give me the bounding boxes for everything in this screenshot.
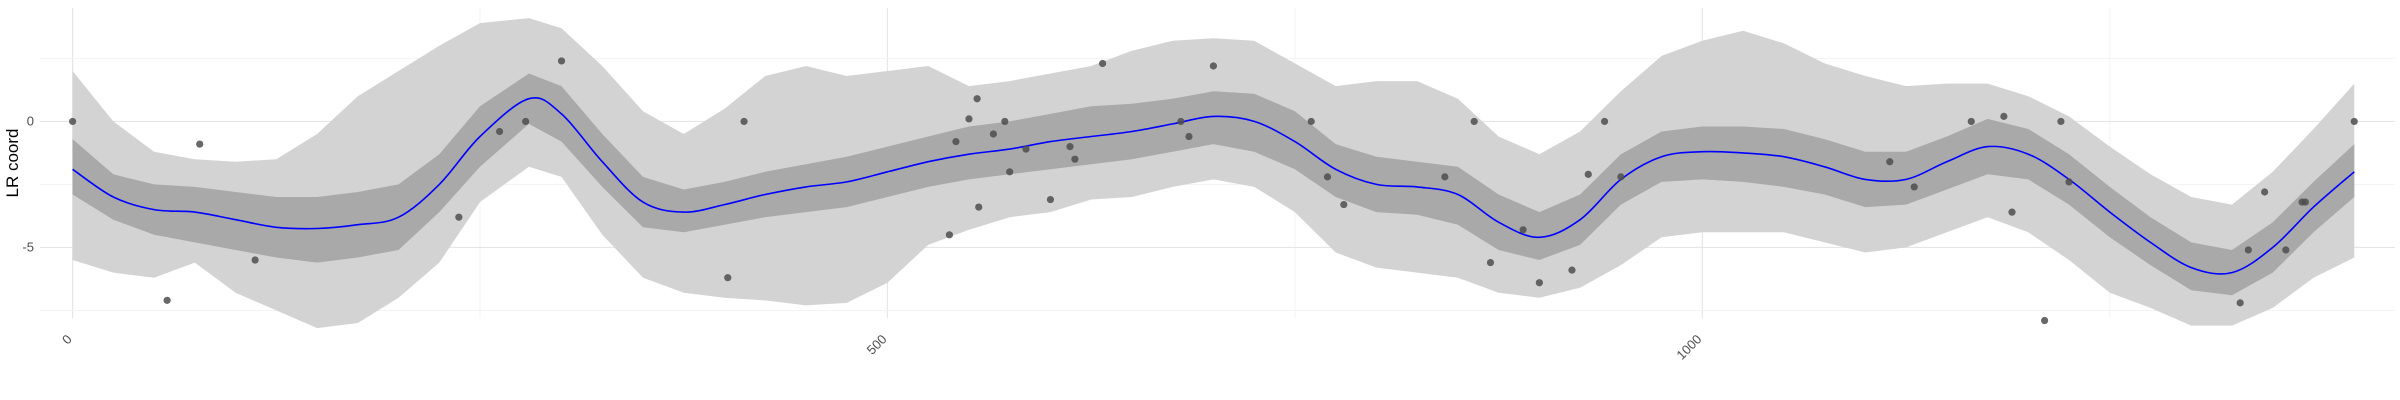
data-point <box>1600 117 1609 126</box>
fitted-line-layer <box>72 97 2355 275</box>
data-point <box>196 140 204 148</box>
data-point <box>1071 155 1079 163</box>
x-tick-label: 1000 <box>1673 332 1704 363</box>
confidence-bands <box>72 18 2355 329</box>
data-point <box>68 117 77 126</box>
data-point <box>965 115 973 123</box>
data-point <box>945 231 954 239</box>
data-point <box>251 256 259 264</box>
x-tick-label: 500 <box>864 332 890 358</box>
data-point <box>989 130 998 138</box>
data-point <box>1323 173 1332 181</box>
data-point <box>724 274 732 282</box>
data-point <box>1001 117 1009 126</box>
data-point <box>1617 173 1625 181</box>
data-point <box>2008 208 2016 216</box>
inner-confidence-band <box>72 73 2355 296</box>
data-point <box>522 117 530 126</box>
data-point <box>740 117 748 126</box>
data-point <box>1099 59 1107 68</box>
data-point <box>1568 266 1576 274</box>
data-point <box>1967 117 1975 126</box>
data-point <box>2057 117 2065 126</box>
data-point <box>1006 168 1014 176</box>
y-tick-label: -5 <box>22 239 34 254</box>
data-point <box>975 203 983 211</box>
outer-confidence-band <box>72 18 2355 329</box>
data-point <box>2282 246 2290 254</box>
data-point <box>2244 246 2252 254</box>
data-point <box>1910 183 1918 191</box>
data-point <box>163 296 171 304</box>
data-point <box>1209 62 1218 70</box>
x-tick-label: 0 <box>59 332 75 348</box>
data-point <box>952 137 960 146</box>
data-point <box>557 57 566 65</box>
data-point <box>2236 299 2244 307</box>
data-point <box>1066 143 1074 151</box>
data-point <box>1340 200 1348 209</box>
data-point <box>1535 279 1543 287</box>
data-point <box>1177 117 1185 126</box>
data-point <box>1519 226 1527 234</box>
data-point <box>1886 158 1894 166</box>
data-point <box>2065 178 2073 186</box>
data-point <box>1441 173 1449 181</box>
data-point <box>1486 258 1495 267</box>
data-point <box>1307 117 1315 126</box>
data-points-layer <box>68 57 2358 325</box>
data-point <box>1470 117 1478 126</box>
data-point <box>2041 316 2049 325</box>
data-point <box>2298 198 2306 206</box>
data-point <box>1022 145 1030 153</box>
data-point <box>455 213 463 221</box>
y-axis-title: LR coord <box>3 129 22 198</box>
data-point <box>2261 188 2269 196</box>
data-point <box>1185 132 1193 141</box>
data-point <box>495 127 504 136</box>
data-point <box>1046 195 1055 204</box>
data-point <box>2000 112 2008 120</box>
fitted-line <box>72 97 2355 275</box>
y-tick-label: 0 <box>27 113 34 128</box>
data-point <box>2350 117 2358 126</box>
data-point <box>973 95 981 103</box>
data-point <box>1584 170 1592 178</box>
